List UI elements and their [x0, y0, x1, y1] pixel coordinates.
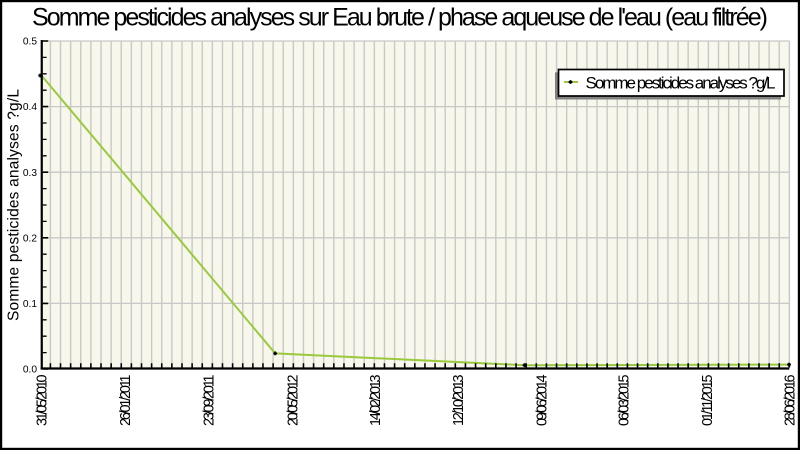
svg-text:Somme pesticides analyses sur: Somme pesticides analyses sur Eau brute … — [32, 4, 768, 32]
svg-text:09/06/2014: 09/06/2014 — [534, 375, 550, 427]
svg-text:14/02/2013: 14/02/2013 — [368, 375, 384, 427]
svg-text:28/06/2016: 28/06/2016 — [782, 375, 798, 427]
svg-text:0.3: 0.3 — [23, 168, 37, 179]
svg-text:06/03/2015: 06/03/2015 — [617, 375, 633, 427]
svg-text:0.4: 0.4 — [23, 102, 37, 113]
svg-text:01/11/2015: 01/11/2015 — [700, 375, 716, 427]
svg-text:Somme pesticides analyses ?g/L: Somme pesticides analyses ?g/L — [586, 74, 776, 93]
svg-text:0.5: 0.5 — [23, 37, 37, 48]
svg-text:0.1: 0.1 — [23, 299, 37, 310]
svg-text:31/05/2010: 31/05/2010 — [35, 375, 51, 427]
svg-text:26/01/2011: 26/01/2011 — [118, 375, 134, 427]
svg-text:20/05/2012: 20/05/2012 — [285, 375, 301, 427]
svg-text:23/09/2011: 23/09/2011 — [202, 375, 218, 427]
svg-text:0.0: 0.0 — [23, 365, 37, 376]
svg-text:0.2: 0.2 — [23, 233, 37, 244]
svg-text:Somme pesticides analyses ?g/L: Somme pesticides analyses ?g/L — [5, 89, 22, 321]
svg-text:12/10/2013: 12/10/2013 — [451, 375, 467, 427]
